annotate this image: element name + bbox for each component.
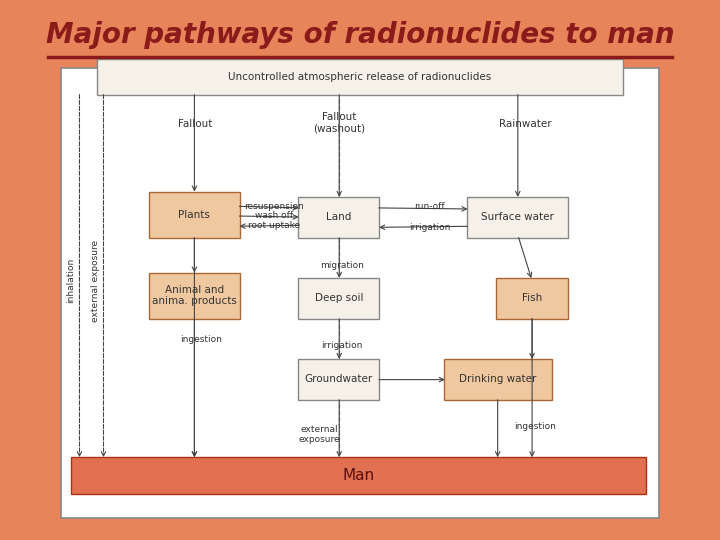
Text: Groundwater: Groundwater bbox=[305, 374, 373, 384]
Text: irrigation: irrigation bbox=[409, 224, 450, 232]
Text: Rainwater: Rainwater bbox=[499, 119, 552, 129]
Text: Land: Land bbox=[326, 212, 351, 222]
FancyBboxPatch shape bbox=[71, 457, 646, 494]
FancyBboxPatch shape bbox=[496, 278, 568, 319]
Text: Man: Man bbox=[342, 468, 374, 483]
Text: Fallout: Fallout bbox=[178, 119, 212, 129]
FancyBboxPatch shape bbox=[149, 273, 240, 319]
FancyBboxPatch shape bbox=[298, 359, 379, 400]
Text: Animal and
anima. products: Animal and anima. products bbox=[152, 285, 237, 307]
Text: external exposure: external exposure bbox=[91, 240, 100, 322]
Text: Plants: Plants bbox=[179, 210, 210, 220]
Text: root uptake: root uptake bbox=[248, 221, 300, 230]
Text: Drinking water: Drinking water bbox=[459, 374, 536, 384]
FancyBboxPatch shape bbox=[61, 68, 659, 518]
Text: wash off: wash off bbox=[255, 212, 293, 220]
Text: Major pathways of radionuclides to man: Major pathways of radionuclides to man bbox=[45, 21, 675, 49]
FancyBboxPatch shape bbox=[298, 278, 379, 319]
FancyBboxPatch shape bbox=[298, 197, 379, 238]
Text: resuspension: resuspension bbox=[244, 202, 304, 211]
Text: ingestion: ingestion bbox=[180, 335, 222, 343]
Text: Fish: Fish bbox=[522, 293, 542, 303]
Text: migration: migration bbox=[320, 261, 364, 270]
Text: irrigation: irrigation bbox=[321, 341, 362, 350]
Text: Uncontrolled atmospheric release of radionuclides: Uncontrolled atmospheric release of radi… bbox=[228, 72, 492, 82]
FancyBboxPatch shape bbox=[97, 59, 623, 94]
Text: Surface water: Surface water bbox=[481, 212, 554, 222]
FancyBboxPatch shape bbox=[149, 192, 240, 238]
Text: Fallout
(washout): Fallout (washout) bbox=[313, 112, 365, 133]
FancyBboxPatch shape bbox=[467, 197, 568, 238]
Text: external
exposure: external exposure bbox=[299, 425, 341, 444]
Text: inhalation: inhalation bbox=[66, 258, 76, 303]
Text: Deep soil: Deep soil bbox=[315, 293, 363, 303]
Text: run-off: run-off bbox=[414, 202, 445, 211]
FancyBboxPatch shape bbox=[444, 359, 552, 400]
Text: ingestion: ingestion bbox=[514, 422, 557, 431]
